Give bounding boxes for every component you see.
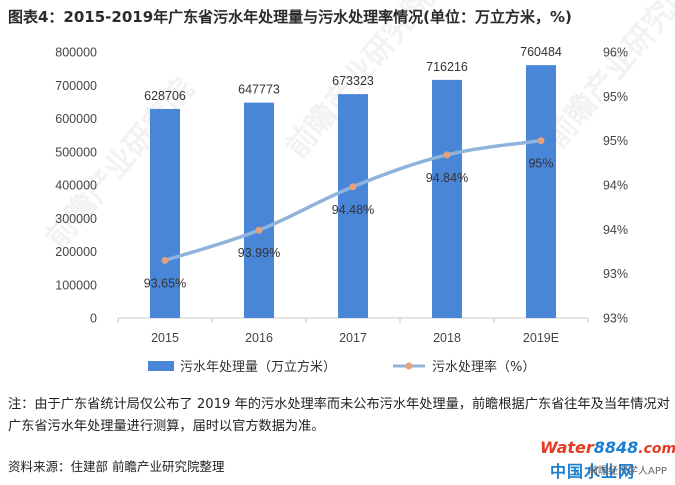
footnote: 注：由于广东省统计局仅公布了 2019 年的污水处理率而未公布污水年处理量，前瞻…	[8, 397, 670, 434]
legend-label-line: 污水处理率（%）	[432, 359, 535, 375]
legend-swatch-bar	[148, 361, 174, 371]
y-left-tick-label: 500000	[55, 145, 97, 159]
bar	[432, 79, 462, 318]
y-left-tick-label: 400000	[55, 179, 97, 193]
bar-value-label: 628706	[144, 89, 186, 103]
watermark-logo: Water8848.com	[540, 438, 675, 457]
y-left-tick-label: 300000	[55, 212, 97, 226]
labels-layer: 628706 647773 673323 716216 760484 93.65% 93.9…	[144, 45, 562, 290]
y-left-tick-label: 200000	[55, 245, 97, 259]
line-point	[255, 226, 263, 234]
line-value-label: 93.99%	[238, 246, 280, 260]
line-point	[161, 256, 169, 264]
y-left-tick-label: 100000	[55, 278, 97, 292]
y-right-tick-label: 94%	[603, 179, 628, 193]
watermark-diagonal-text: 前瞻产业研究院	[539, 0, 675, 155]
source-text: 资料来源：住建部 前瞻产业研究院整理	[8, 459, 225, 474]
line-point	[349, 183, 357, 191]
bar	[338, 94, 368, 318]
y-right-tick-label: 94%	[603, 223, 628, 237]
x-tick-label: 2015	[151, 331, 179, 345]
y-right-tick-label: 95%	[603, 134, 628, 148]
line-layer	[161, 137, 545, 264]
y-right-tick-label: 93%	[603, 312, 628, 326]
y-left-tick-label: 800000	[55, 46, 97, 60]
y-right-tick-label: 93%	[603, 267, 628, 281]
line-value-label: 94.48%	[332, 203, 374, 217]
y-left-tick-label: 0	[90, 312, 97, 326]
combo-chart: 前瞻产业研究院 前瞻产业研究院 前瞻产业研究院 010000020000030000…	[39, 0, 675, 375]
watermark-app-name: 前瞻经济学人APP	[588, 466, 667, 477]
chart-title: 图表4：2015-2019年广东省污水年处理量与污水处理率情况(单位：万立方米，…	[8, 8, 572, 26]
legend-label-bar: 污水年处理量（万立方米）	[180, 359, 336, 375]
bar	[244, 102, 274, 318]
y-left-tick-label: 700000	[55, 79, 97, 93]
line-value-label: 93.65%	[144, 276, 186, 290]
bar	[150, 108, 180, 318]
line-value-label: 95%	[528, 157, 553, 171]
legend: 污水年处理量（万立方米） 污水处理率（%）	[148, 359, 535, 375]
y-left-tick-label: 600000	[55, 112, 97, 126]
bar-value-label: 647773	[238, 83, 280, 97]
x-tick-label: 2017	[339, 331, 367, 345]
bars-layer	[150, 65, 556, 318]
line-point	[537, 137, 545, 145]
bar-value-label: 716216	[426, 60, 468, 74]
y-right-tick-label: 96%	[603, 46, 628, 60]
y-right-tick-label: 95%	[603, 90, 628, 104]
line-value-label: 94.84%	[426, 171, 468, 185]
axes-layer: 0 100000 200000 300000 400000 500000 600000 700…	[55, 46, 628, 346]
bar	[526, 65, 556, 318]
watermark-site-name: 中国水业网	[550, 462, 636, 481]
x-tick-label: 2016	[245, 331, 273, 345]
legend-swatch-marker	[405, 362, 413, 370]
bar-value-label: 673323	[332, 74, 374, 88]
line-point	[443, 151, 451, 159]
x-tick-label: 2018	[433, 331, 461, 345]
x-tick-label: 2019E	[523, 331, 559, 345]
bar-value-label: 760484	[520, 45, 562, 59]
